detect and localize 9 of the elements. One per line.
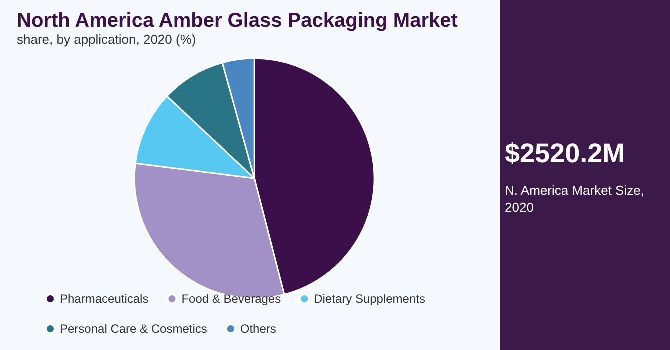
legend-label: Personal Care & Cosmetics	[60, 322, 208, 336]
chart-title: North America Amber Glass Packaging Market	[17, 10, 458, 32]
legend-label: Dietary Supplements	[314, 292, 426, 306]
text: N. America Market Size, 2020	[505, 183, 644, 215]
text: $2520.2M	[505, 138, 626, 168]
legend-label: Others	[240, 322, 276, 336]
chart-subtitle: share, by application, 2020 (%)	[17, 32, 196, 47]
legend-label: Food & Beverages	[182, 292, 282, 306]
legend-label: Pharmaceuticals	[60, 292, 149, 306]
